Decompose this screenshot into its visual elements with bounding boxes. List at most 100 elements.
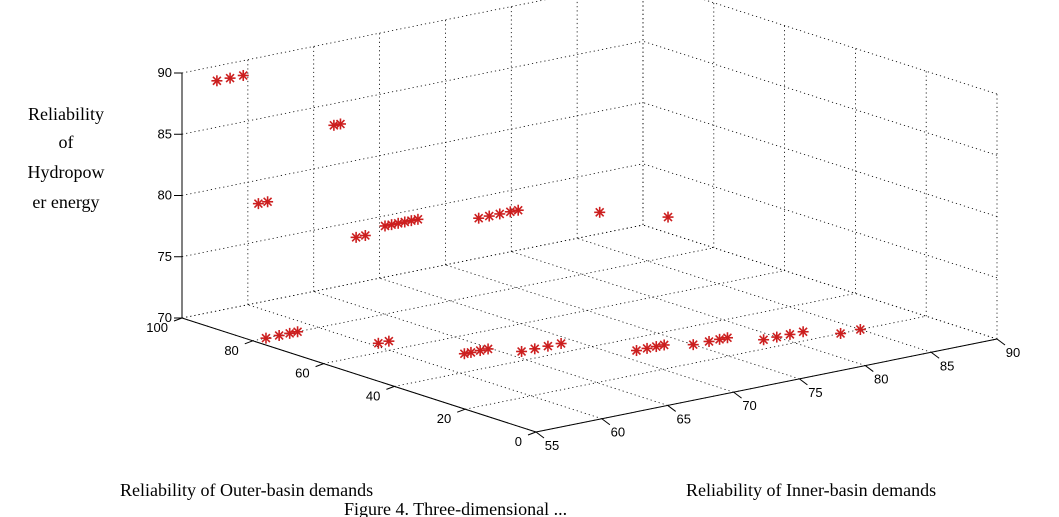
data-point-marker — [292, 326, 304, 338]
x-tick-mark — [996, 338, 1006, 346]
floor-grid-line — [445, 264, 800, 380]
data-point-marker — [758, 334, 770, 346]
x-tick-label: 70 — [742, 398, 756, 413]
y-tick-mark — [386, 385, 395, 390]
data-point-marker — [350, 231, 362, 243]
data-point-marker — [703, 335, 715, 347]
data-point-marker — [687, 339, 699, 351]
x-tick-label: 65 — [676, 411, 690, 426]
side-wall-grid-line — [642, 224, 998, 340]
data-point-marker — [721, 332, 733, 344]
data-point-marker — [529, 343, 541, 355]
data-points — [211, 69, 866, 360]
y-tick-mark — [315, 363, 324, 368]
data-point-marker — [835, 327, 847, 339]
data-point-marker — [594, 206, 606, 218]
y-tick-label: 80 — [224, 343, 238, 358]
x-tick-label: 60 — [611, 425, 625, 440]
x-tick-mark — [930, 351, 940, 359]
side-wall-grid-line — [642, 163, 998, 279]
data-point-marker — [372, 337, 384, 349]
x-tick-label: 90 — [1006, 345, 1020, 360]
back-wall-grid-line — [181, 102, 644, 196]
x-tick-label: 55 — [545, 438, 559, 453]
data-point-marker — [334, 118, 346, 130]
data-point-marker — [474, 345, 486, 357]
data-point-marker — [224, 72, 236, 84]
data-point-marker — [252, 198, 264, 210]
data-point-marker — [854, 323, 866, 335]
data-point-marker — [284, 327, 296, 339]
data-point-marker — [650, 341, 662, 353]
y-tick-label: 100 — [146, 320, 168, 335]
z-tick-label: 90 — [158, 65, 172, 80]
side-wall-grid-line — [642, 102, 998, 217]
side-wall-grid-line — [642, 40, 998, 156]
data-point-marker — [504, 206, 516, 218]
data-point-marker — [542, 340, 554, 352]
data-point-marker — [784, 328, 796, 340]
data-point-marker — [237, 69, 249, 81]
x-tick-mark — [535, 431, 545, 439]
back-wall-grid-line — [181, 224, 644, 319]
data-point-marker — [658, 339, 670, 351]
data-point-marker — [473, 212, 485, 224]
x-tick-mark — [864, 365, 874, 372]
x-tick-mark — [733, 391, 742, 399]
x-tick-mark — [601, 418, 611, 426]
z-axis-label-line-2: of — [59, 132, 74, 152]
axes — [173, 72, 1006, 439]
y-tick-label: 40 — [366, 388, 380, 403]
back-wall-grid-line — [181, 40, 644, 135]
floor-grid-line — [379, 277, 734, 393]
y-tick-mark — [527, 431, 537, 436]
z-tick-label: 85 — [158, 126, 172, 141]
z-tick-label: 70 — [158, 310, 172, 325]
x-axis-line — [535, 338, 998, 433]
back-wall-grid-line — [181, 0, 546, 74]
data-point-marker — [273, 329, 285, 341]
x-tick-mark — [799, 378, 808, 386]
y-tick-label: 20 — [437, 411, 451, 426]
data-point-marker — [714, 333, 726, 345]
x-tick-label: 80 — [874, 372, 888, 387]
side-wall-grid-line — [703, 0, 998, 95]
y-tick-label: 60 — [295, 366, 309, 381]
data-point-marker — [512, 204, 524, 216]
data-point-marker — [516, 345, 528, 357]
data-point-marker — [641, 342, 653, 354]
y-axis-line — [181, 317, 537, 433]
data-point-marker — [383, 335, 395, 347]
floor-grid-line — [323, 270, 785, 364]
data-point-marker — [797, 326, 809, 338]
y-tick-mark — [457, 408, 466, 413]
y-tick-label: 0 — [515, 434, 522, 449]
data-point-marker — [482, 343, 494, 355]
back-wall-grid-line — [181, 163, 644, 258]
z-axis-label-line-4: er energy — [32, 192, 99, 212]
y-axis-label: Reliability of Outer-basin demands — [120, 480, 373, 500]
data-point-marker — [483, 210, 495, 222]
floor-grid-line — [511, 251, 866, 366]
y-tick-mark — [244, 340, 253, 345]
data-point-marker — [458, 348, 470, 360]
data-point-marker — [771, 331, 783, 343]
x-tick-label: 85 — [940, 358, 954, 373]
z-axis-label-line-1: Reliability — [28, 104, 104, 124]
data-point-marker — [211, 75, 223, 87]
data-point-marker — [631, 345, 643, 357]
z-axis-label-line-3: Hydropow — [28, 162, 105, 182]
data-point-marker — [359, 229, 371, 241]
z-tick-label: 75 — [158, 249, 172, 264]
data-point-marker — [662, 211, 674, 223]
figure-caption: Figure 4. Three-dimensional ... — [344, 499, 567, 517]
floor-grid-line — [247, 304, 602, 420]
x-tick-label: 75 — [808, 385, 822, 400]
data-point-marker — [494, 208, 506, 220]
x-tick-mark — [667, 405, 677, 412]
data-point-marker — [262, 196, 274, 208]
x-axis-label: Reliability of Inner-basin demands — [686, 480, 936, 500]
data-point-marker — [555, 338, 567, 349]
